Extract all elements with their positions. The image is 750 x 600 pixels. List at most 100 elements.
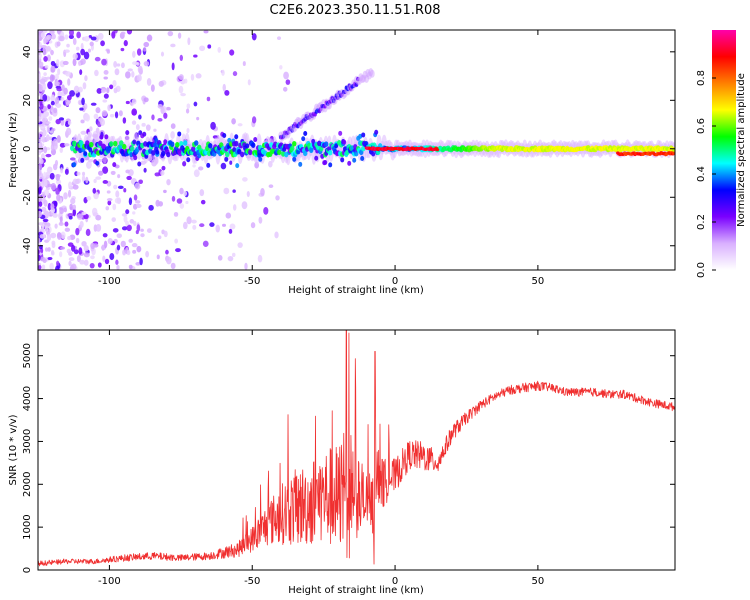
spectrogram-cell bbox=[196, 116, 200, 121]
spectrogram-cell bbox=[116, 63, 121, 67]
spectrogram-cell bbox=[89, 41, 94, 47]
spectrogram-cell bbox=[220, 162, 227, 170]
spectrogram-y-tick-label: 40 bbox=[22, 45, 33, 58]
spectrogram-cell bbox=[101, 244, 105, 251]
spectrogram-cell bbox=[121, 62, 125, 69]
spectrogram-cell bbox=[314, 155, 319, 161]
spectrogram-cell bbox=[207, 44, 212, 49]
snr-x-tick-label: -50 bbox=[244, 576, 260, 587]
spectrogram-cell bbox=[358, 133, 363, 139]
spectrogram-cell bbox=[245, 143, 250, 149]
spectrogram-cell bbox=[235, 163, 240, 169]
spectrogram-cell bbox=[143, 47, 147, 52]
spectrogram-cell bbox=[277, 36, 282, 40]
spectrogram-cell bbox=[98, 170, 104, 176]
spectrogram-cell bbox=[135, 200, 141, 204]
spectrogram-cell bbox=[140, 228, 144, 232]
spectrogram-cell bbox=[60, 231, 66, 239]
spectrogram-cell bbox=[340, 157, 345, 163]
spectrogram-cell bbox=[54, 159, 59, 167]
spectrogram-cell bbox=[59, 207, 64, 215]
spectrogram-cell bbox=[57, 90, 63, 98]
spectrogram-cell bbox=[155, 199, 160, 207]
spectrogram-cell bbox=[103, 93, 109, 99]
spectrogram-cell bbox=[90, 255, 95, 260]
spectrogram-cell bbox=[42, 258, 47, 264]
spectrogram-cell bbox=[161, 150, 166, 157]
spectrogram-y-label: Frequency (Hz) bbox=[8, 112, 19, 188]
spectrogram-cell bbox=[190, 73, 195, 81]
spectrogram-cell bbox=[118, 110, 123, 117]
spectrogram-cell bbox=[183, 140, 188, 146]
spectrogram-cell bbox=[50, 203, 55, 211]
spectrogram-cell bbox=[131, 108, 138, 116]
spectrogram-cell bbox=[116, 264, 120, 270]
spectrogram-cell bbox=[38, 132, 41, 140]
spectrogram-cell bbox=[75, 227, 80, 236]
spectrogram-cell bbox=[122, 117, 127, 124]
spectrogram-cell bbox=[83, 35, 90, 42]
spectrogram-cell bbox=[68, 30, 75, 37]
spectrogram-cell bbox=[298, 161, 303, 167]
spectrogram-cell bbox=[303, 131, 308, 137]
spectrogram-y-tick-label: -20 bbox=[22, 189, 33, 205]
spectrogram-cell bbox=[50, 65, 56, 73]
spectrogram-cell bbox=[68, 257, 75, 262]
spectrogram-cell bbox=[102, 166, 109, 174]
spectrogram-cell bbox=[48, 116, 53, 121]
spectrogram-cell bbox=[112, 203, 117, 211]
spectrogram-cell bbox=[187, 37, 191, 46]
spectrogram-cell bbox=[54, 223, 58, 229]
spectrogram-cell bbox=[46, 126, 50, 133]
spectrogram-cell bbox=[157, 235, 162, 240]
spectrogram-cell bbox=[157, 103, 163, 109]
spectrogram-cell bbox=[97, 158, 103, 162]
snr-series-line bbox=[38, 330, 675, 567]
spectrogram-cell bbox=[117, 174, 121, 179]
spectrogram-cell bbox=[55, 265, 60, 270]
spectrogram-cell bbox=[135, 124, 140, 131]
spectrogram-cell bbox=[38, 210, 43, 218]
spectrogram-cell bbox=[145, 124, 151, 131]
spectrogram-cell bbox=[186, 128, 190, 134]
spectrogram-cell bbox=[133, 220, 137, 226]
spectrogram-y-tick-label: -40 bbox=[22, 238, 33, 254]
spectrogram-cell bbox=[68, 181, 72, 189]
spectrogram-cell bbox=[54, 73, 59, 81]
spectrogram-cell bbox=[186, 216, 192, 225]
spectrogram-cell bbox=[123, 215, 128, 223]
spectrogram-cell bbox=[179, 187, 184, 195]
spectrogram-cell bbox=[150, 84, 155, 92]
spectrogram-cell bbox=[151, 150, 156, 156]
spectrogram-cell bbox=[146, 228, 152, 234]
spectrogram-cell bbox=[177, 131, 182, 137]
spectrogram-cell bbox=[97, 32, 104, 40]
spectrogram-cell bbox=[160, 51, 165, 57]
spectrogram-cell bbox=[113, 184, 118, 190]
spectrogram-cell bbox=[231, 252, 236, 257]
colorbar-tick-label: 0.0 bbox=[696, 262, 707, 278]
spectrogram-cell bbox=[72, 37, 77, 46]
spectrogram-cell bbox=[85, 114, 91, 122]
spectrogram-cell bbox=[338, 130, 343, 136]
spectrogram-cell bbox=[99, 134, 104, 140]
colorbar-tick-label: 0.4 bbox=[696, 166, 707, 182]
spectrogram-cell bbox=[55, 81, 60, 86]
spectrogram-cell bbox=[81, 175, 86, 183]
spectrogram-cell bbox=[58, 35, 65, 42]
spectrogram-cell bbox=[237, 242, 243, 249]
spectrogram-cell bbox=[229, 49, 235, 56]
spectrogram-cell bbox=[89, 262, 95, 269]
spectrogram-cell bbox=[92, 187, 97, 194]
spectrogram-cell bbox=[69, 90, 76, 97]
spectrogram-cell bbox=[246, 191, 250, 198]
spectrogram-cell bbox=[163, 189, 167, 194]
spectrogram-cell bbox=[242, 61, 246, 67]
spectrogram-cell bbox=[170, 141, 175, 148]
spectrogram-cell bbox=[64, 227, 71, 232]
spectrogram-cell bbox=[151, 159, 157, 167]
spectrogram-cell bbox=[251, 33, 257, 41]
spectrogram-cell bbox=[112, 162, 117, 168]
spectrogram-cell bbox=[132, 139, 137, 145]
spectrogram-cell bbox=[68, 260, 72, 266]
